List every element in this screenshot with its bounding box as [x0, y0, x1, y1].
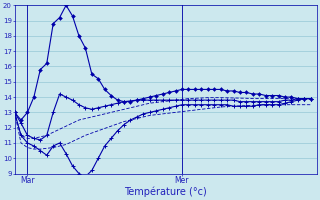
- X-axis label: Température (°c): Température (°c): [124, 187, 207, 197]
